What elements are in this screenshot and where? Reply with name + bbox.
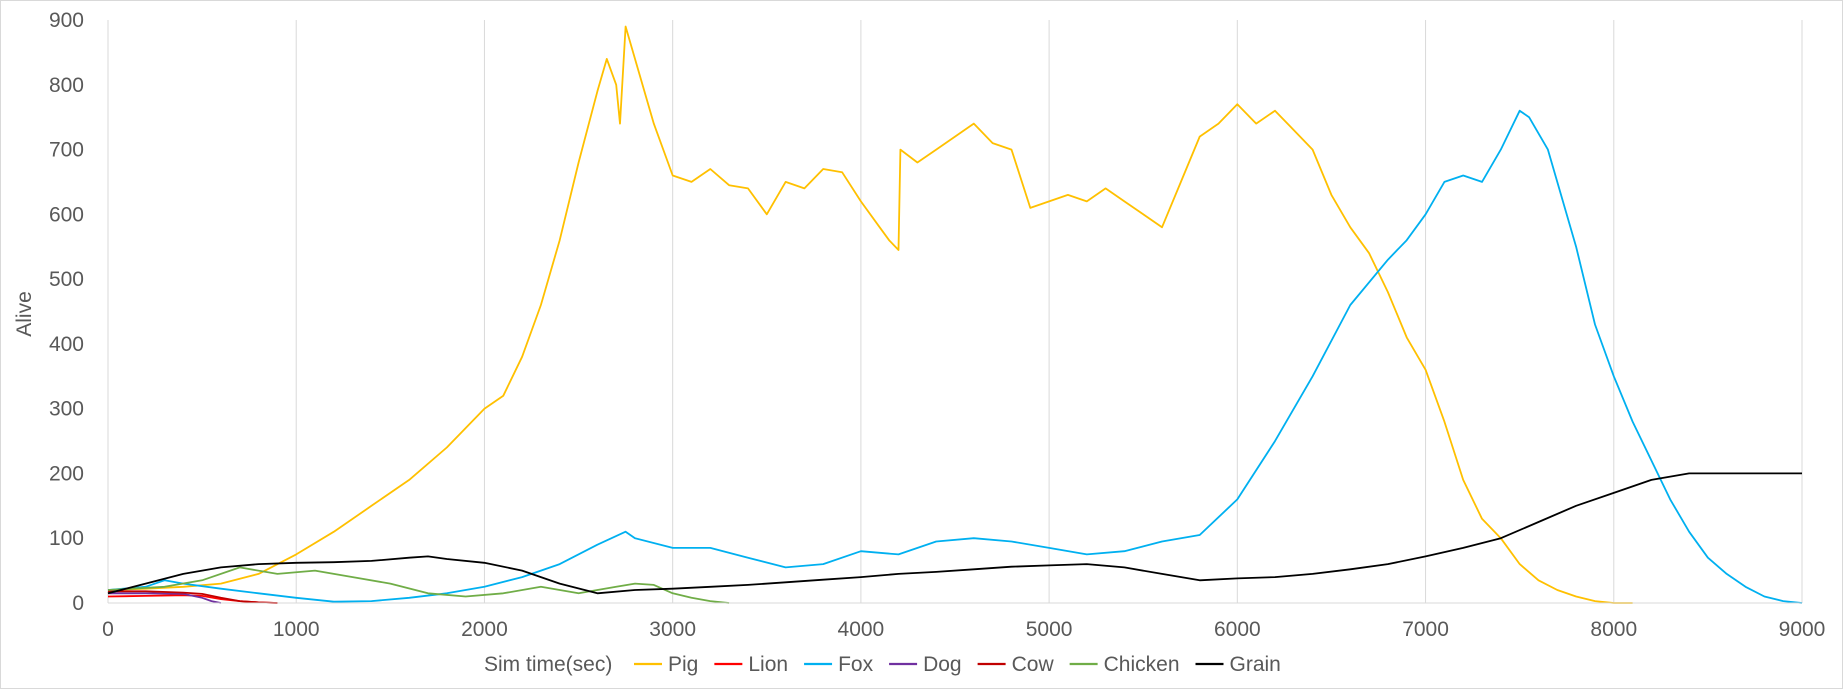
series-line-pig <box>107 25 1633 604</box>
legend-label-dog: Dog <box>923 653 962 676</box>
y-tick-label-700: 700 <box>49 139 84 162</box>
x-axis-title: Sim time(sec) <box>484 653 612 676</box>
series-line-grain <box>107 472 1802 595</box>
legend-item-lion: Lion <box>714 653 788 676</box>
x-tick-label-7000: 7000 <box>1402 618 1449 641</box>
y-tick-label-600: 600 <box>49 203 84 226</box>
x-tick-label-4000: 4000 <box>838 618 885 641</box>
legend-item-chicken: Chicken <box>1069 653 1180 676</box>
series-line-fox <box>107 109 1803 604</box>
legend-item-cow: Cow <box>977 653 1055 676</box>
legend-item-dog: Dog <box>889 653 962 676</box>
x-tick-label-1000: 1000 <box>273 618 320 641</box>
series-lines <box>107 25 1803 604</box>
legend: Sim time(sec) Pig Lion Fox Dog Cow Chicken Gra… <box>484 653 1281 676</box>
series-line-chicken <box>107 566 730 604</box>
x-tick-label-0: 0 <box>102 618 114 641</box>
y-tick-label-400: 400 <box>49 333 84 356</box>
series-line-dog <box>108 592 222 604</box>
y-axis-ticks: 0 100 200 300 400 500 600 700 800 900 <box>49 9 84 615</box>
legend-item-fox: Fox <box>804 653 874 676</box>
legend-label-grain: Grain <box>1230 653 1281 676</box>
x-axis-ticks: 0 1000 2000 3000 4000 5000 6000 7000 8000 9000 <box>102 618 1825 641</box>
y-tick-label-200: 200 <box>49 462 84 485</box>
legend-item-grain: Grain <box>1195 653 1281 676</box>
legend-label-chicken: Chicken <box>1104 653 1180 676</box>
gridlines <box>107 20 1803 603</box>
y-axis-title: Alive <box>13 291 36 337</box>
legend-label-lion: Lion <box>748 653 788 676</box>
y-tick-label-500: 500 <box>49 268 84 291</box>
x-tick-label-5000: 5000 <box>1026 618 1073 641</box>
x-tick-label-8000: 8000 <box>1590 618 1637 641</box>
x-tick-label-3000: 3000 <box>649 618 696 641</box>
legend-label-cow: Cow <box>1012 653 1055 676</box>
y-tick-label-100: 100 <box>49 527 84 550</box>
legend-label-fox: Fox <box>838 653 874 676</box>
x-tick-label-2000: 2000 <box>461 618 508 641</box>
y-tick-label-0: 0 <box>72 592 84 615</box>
x-tick-label-6000: 6000 <box>1214 618 1261 641</box>
y-tick-label-300: 300 <box>49 398 84 421</box>
legend-label-pig: Pig <box>668 653 698 676</box>
legend-item-pig: Pig <box>634 653 698 676</box>
series-line-cow <box>108 590 278 604</box>
x-tick-label-9000: 9000 <box>1779 618 1826 641</box>
y-tick-label-800: 800 <box>49 74 84 97</box>
y-tick-label-900: 900 <box>49 9 84 32</box>
